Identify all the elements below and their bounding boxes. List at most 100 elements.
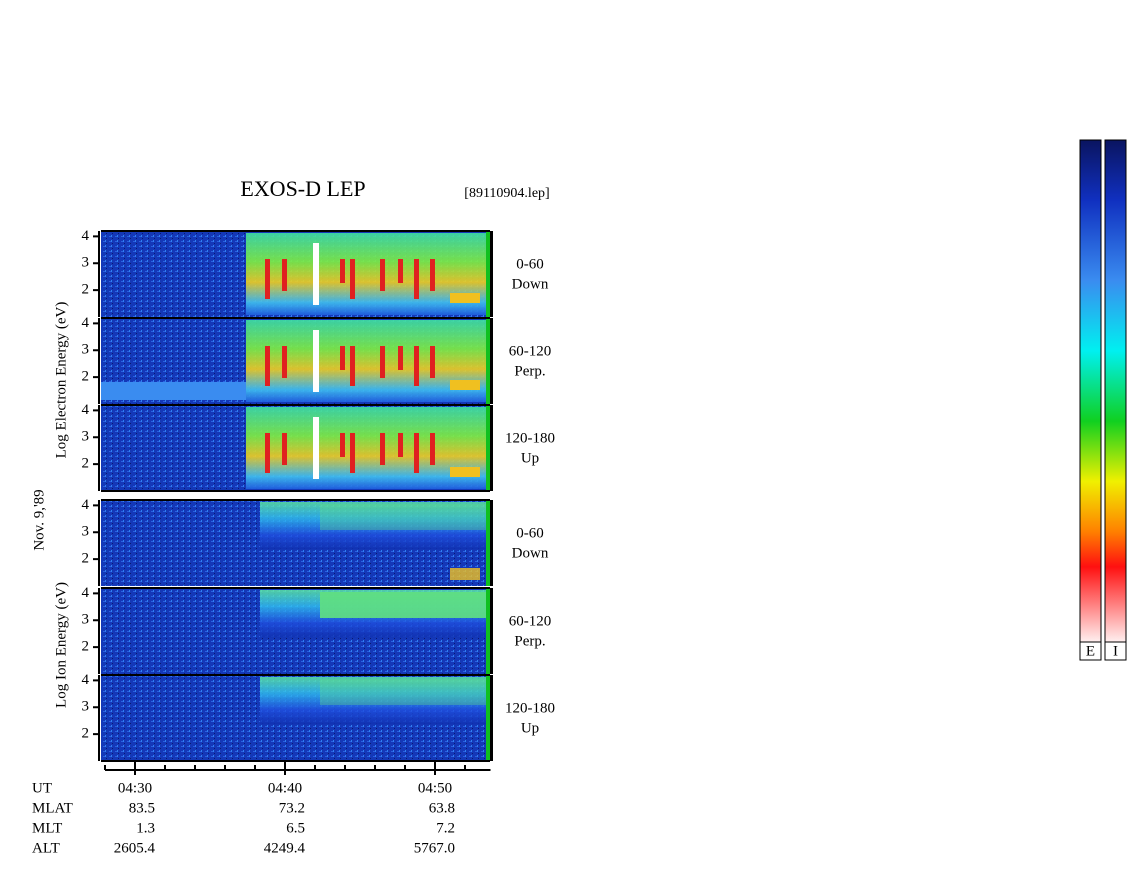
- spectrogram: [398, 433, 403, 457]
- data-strip: [486, 675, 490, 761]
- right-edge: [490, 675, 493, 761]
- right-edge: [490, 231, 493, 317]
- angle-label: 120-180: [505, 430, 555, 446]
- ephemeris-label: UT: [32, 780, 52, 796]
- spectrogram: [430, 259, 435, 291]
- data-strip: [486, 318, 490, 404]
- ephemeris-value: 63.8: [429, 800, 455, 816]
- ephemeris-value: 83.5: [129, 800, 155, 816]
- x-tick-label: 04:40: [268, 780, 302, 796]
- ephemeris-value: 2605.4: [114, 840, 156, 856]
- spectrogram: [313, 243, 319, 305]
- spectrogram: [414, 346, 419, 386]
- spectrogram: [320, 679, 486, 705]
- spectrogram: [350, 433, 355, 473]
- spectrogram: [450, 293, 480, 303]
- direction-label: Perp.: [514, 633, 545, 649]
- chart-title: EXOS-D LEP: [240, 176, 365, 201]
- y-tick-label: 2: [82, 551, 90, 567]
- angle-label: 60-120: [509, 613, 552, 629]
- y-tick-label: 3: [82, 429, 90, 445]
- y-tick-label: 2: [82, 639, 90, 655]
- ephemeris-value: 5767.0: [414, 840, 455, 856]
- y-tick-label: 4: [82, 672, 90, 688]
- spectrogram: [265, 346, 270, 386]
- spectrogram: [414, 433, 419, 473]
- spectrogram: [282, 346, 287, 378]
- spectrogram: [101, 382, 246, 400]
- date-label: Nov. 9,'89: [31, 489, 47, 550]
- ephemeris-value: 73.2: [279, 800, 305, 816]
- spectrogram: [260, 677, 486, 725]
- spectrogram: [380, 259, 385, 291]
- spectrogram: [265, 433, 270, 473]
- direction-label: Down: [512, 276, 549, 292]
- axis-label: Log Electron Energy (eV): [53, 302, 69, 459]
- ephemeris-label: MLT: [32, 820, 62, 836]
- spectrogram: [450, 467, 480, 477]
- angle-label: 0-60: [516, 525, 544, 541]
- direction-label: Perp.: [514, 363, 545, 379]
- y-tick-label: 3: [82, 255, 90, 271]
- data-strip: [486, 405, 490, 491]
- spectrogram: [282, 433, 287, 465]
- angle-label: 0-60: [516, 256, 544, 272]
- y-tick-label: 4: [82, 497, 90, 513]
- data-strip: [486, 588, 490, 674]
- spectrogram: [320, 592, 486, 618]
- data-strip: [486, 231, 490, 317]
- direction-label: Up: [521, 720, 539, 736]
- spectrogram: [350, 346, 355, 386]
- direction-label: Down: [512, 545, 549, 561]
- file-name: [89110904.lep]: [464, 186, 549, 201]
- spectrogram: [313, 330, 319, 392]
- spectrogram: [414, 259, 419, 299]
- spectrogram: [398, 346, 403, 370]
- ephemeris-value: 7.2: [436, 820, 455, 836]
- spectrogram: [320, 504, 486, 530]
- right-edge: [490, 318, 493, 404]
- colorbar: [1104, 139, 1127, 643]
- y-tick-label: 3: [82, 524, 90, 540]
- x-tick-label: 04:50: [418, 780, 452, 796]
- y-tick-label: 2: [82, 282, 90, 298]
- y-tick-label: 4: [82, 585, 90, 601]
- y-tick-label: 3: [82, 699, 90, 715]
- colorbar-label: E: [1086, 643, 1095, 659]
- colorbar: [1079, 139, 1102, 643]
- y-tick-label: 3: [82, 342, 90, 358]
- spectrogram: [380, 346, 385, 378]
- ephemeris-value: 1.3: [136, 820, 155, 836]
- y-tick-label: 2: [82, 726, 90, 742]
- colorbar-box: [1079, 641, 1102, 661]
- right-edge: [490, 500, 493, 586]
- spectrogram: [430, 433, 435, 465]
- right-edge: [490, 588, 493, 674]
- data-strip: [486, 500, 490, 586]
- x-tick-label: 04:30: [118, 780, 152, 796]
- spectrogram: [340, 259, 345, 283]
- spectrogram: [265, 259, 270, 299]
- axis-label: Log Ion Energy (eV): [53, 582, 69, 708]
- colorbar-label: I: [1113, 643, 1118, 659]
- colorbars: [1079, 139, 1127, 661]
- colorbar-box: [1104, 641, 1127, 661]
- spectrogram: [450, 380, 480, 390]
- y-tick-label: 4: [82, 228, 90, 244]
- spectrogram: [350, 259, 355, 299]
- angle-label: 120-180: [505, 700, 555, 716]
- spectrogram: [340, 433, 345, 457]
- spectrogram: [430, 346, 435, 378]
- y-tick-label: 2: [82, 456, 90, 472]
- spectrogram: [398, 259, 403, 283]
- angle-label: 60-120: [509, 343, 552, 359]
- ephemeris-value: 6.5: [286, 820, 305, 836]
- y-tick-label: 4: [82, 315, 90, 331]
- spectrogram: [340, 346, 345, 370]
- ephemeris-label: MLAT: [32, 800, 73, 816]
- ephemeris-label: ALT: [32, 840, 60, 856]
- y-tick-label: 4: [82, 402, 90, 418]
- y-tick-label: 2: [82, 369, 90, 385]
